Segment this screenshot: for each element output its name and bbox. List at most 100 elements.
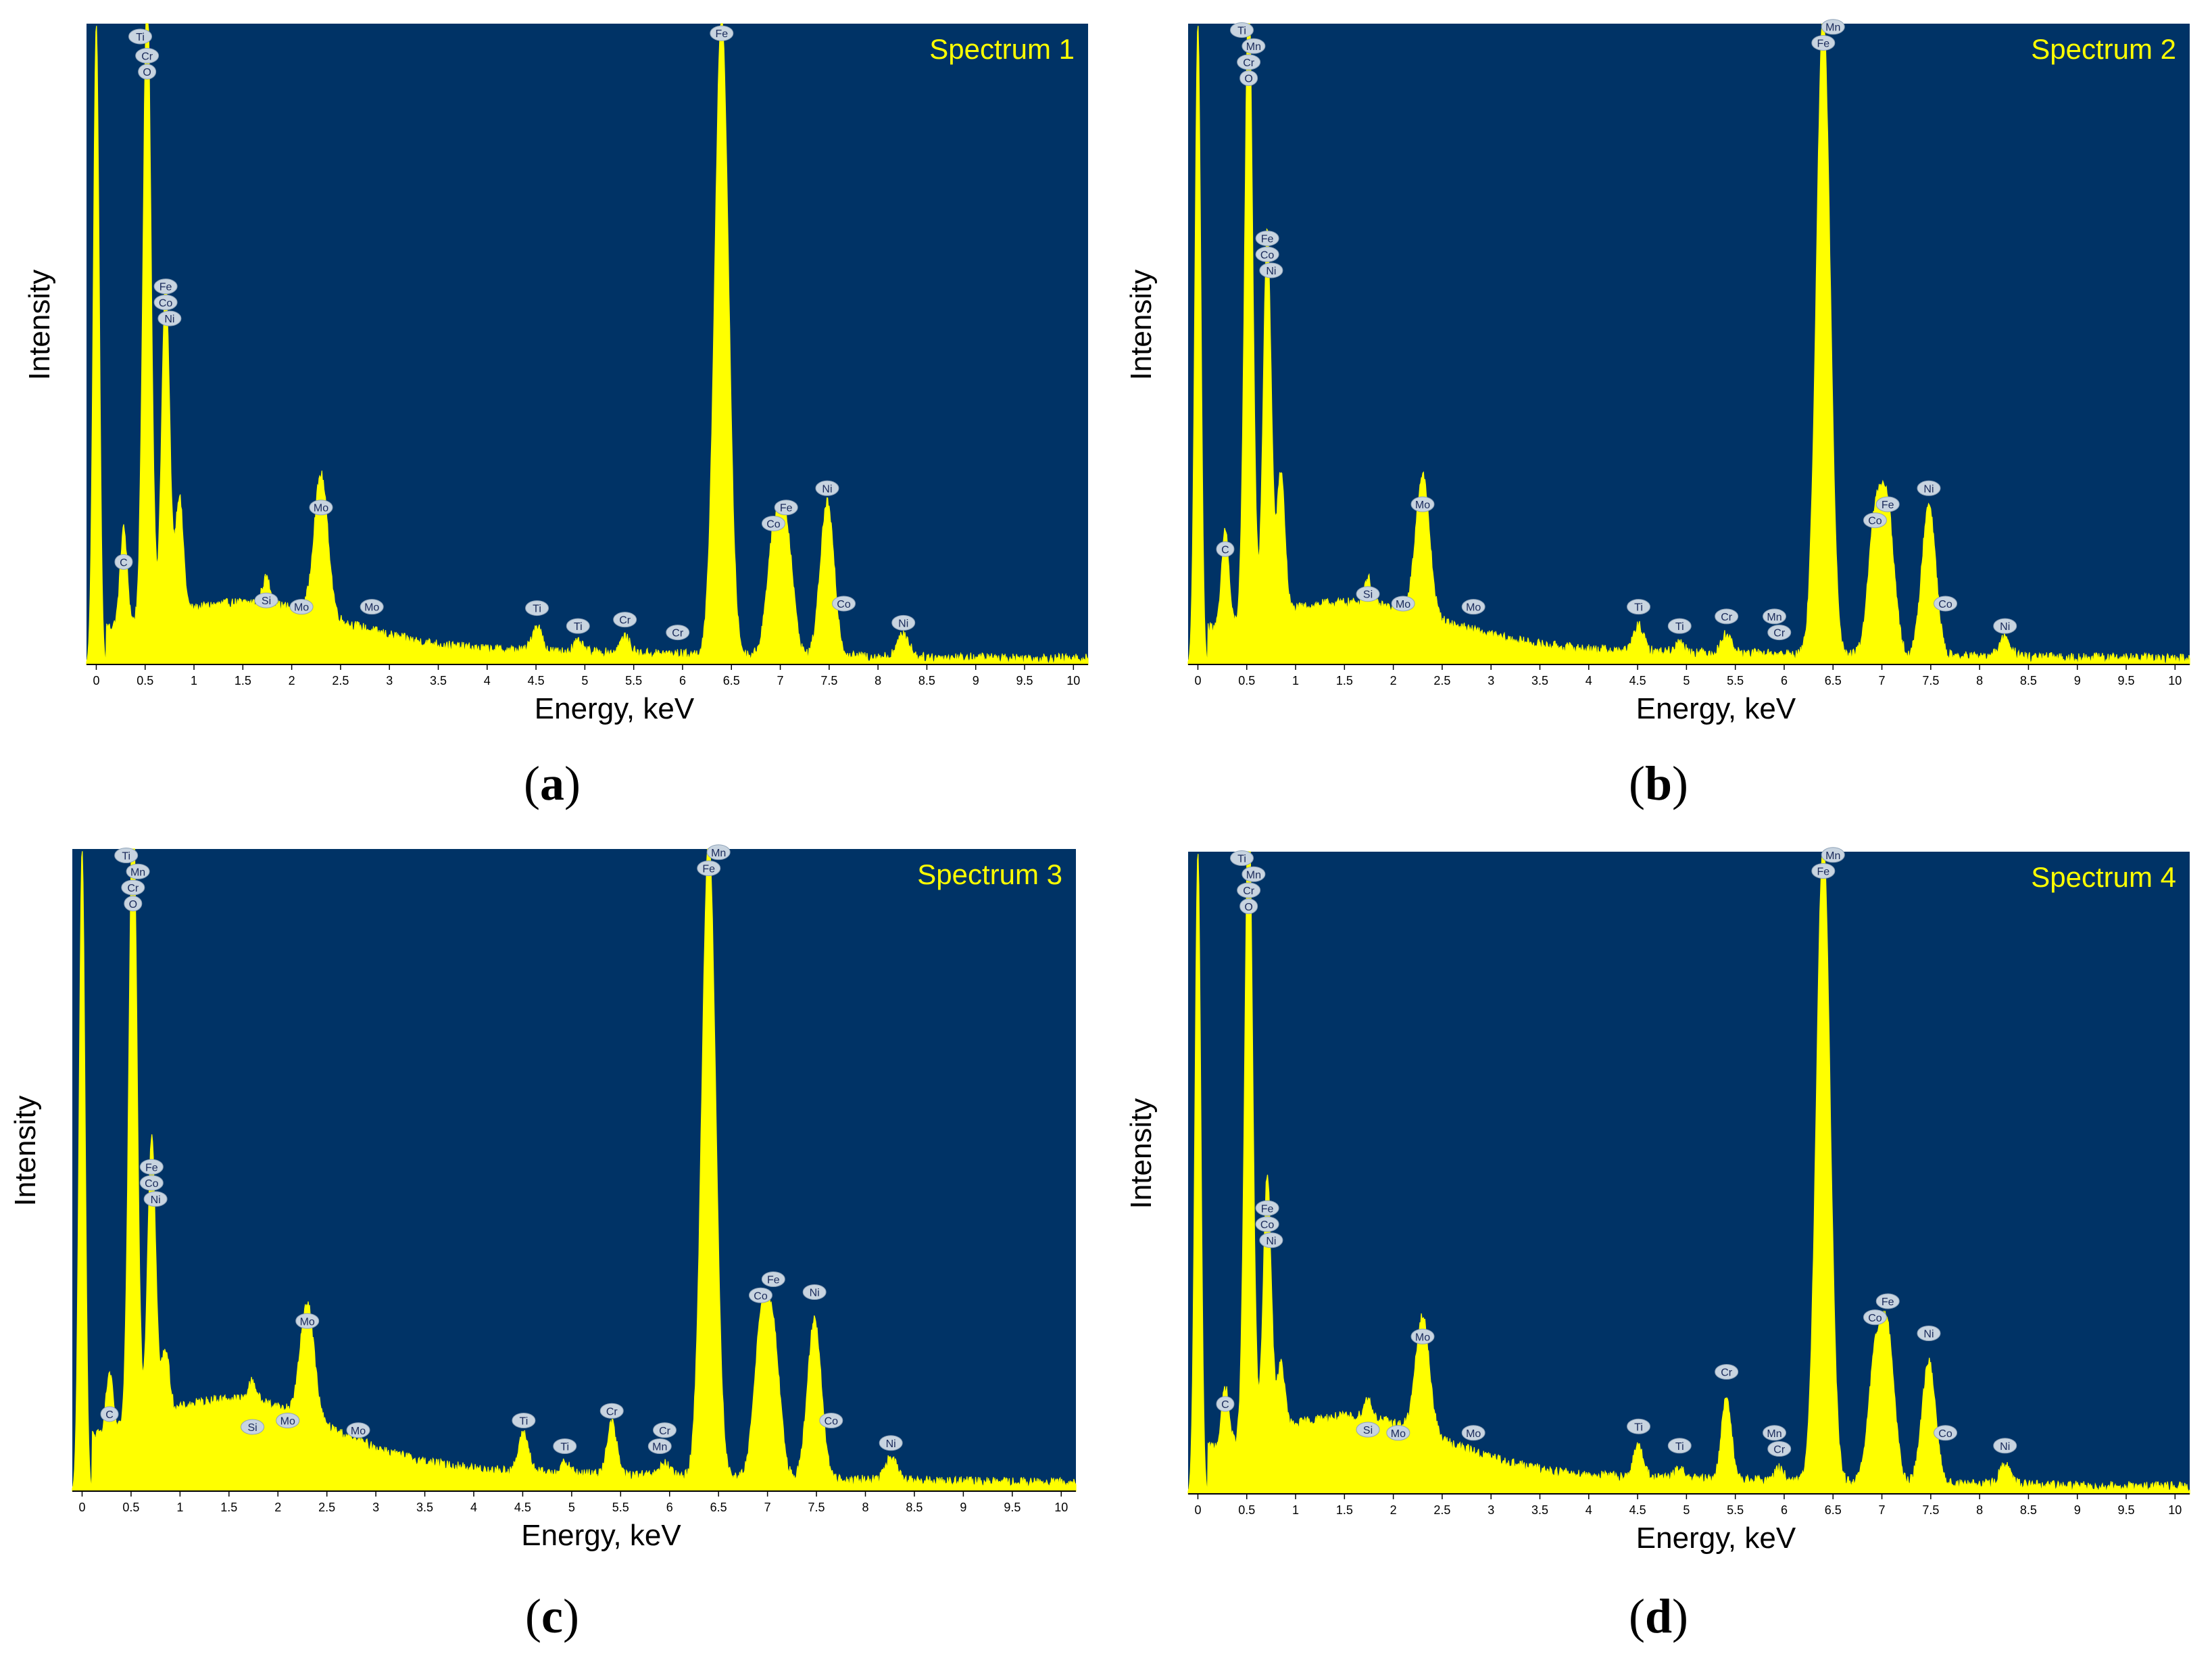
element-label-text: Co <box>1868 1313 1882 1324</box>
x-tick-label: 8.5 <box>2020 674 2037 687</box>
plot-area <box>1188 24 2190 664</box>
x-tick-label: 2.5 <box>1433 674 1450 687</box>
x-tick-label: 8 <box>1976 1503 1983 1517</box>
element-label: Fe <box>1811 34 1836 51</box>
element-label-text: Ni <box>1923 483 1934 495</box>
element-label: Ti <box>566 618 590 634</box>
element-label-text: Fe <box>1882 1296 1894 1308</box>
x-tick-label: 8 <box>1976 674 1983 687</box>
element-label-text: Ni <box>886 1438 896 1450</box>
element-label-text: Cr <box>141 51 153 62</box>
x-tick-label: 9.5 <box>1004 1501 1021 1514</box>
spectrum-area <box>1187 23 2190 665</box>
x-tick-label: 0.5 <box>122 1501 139 1514</box>
element-label: Fe <box>710 25 734 41</box>
element-label-text: Ti <box>1634 1422 1643 1433</box>
element-label-text: Ti <box>122 851 130 863</box>
spectrum-area <box>86 23 1089 665</box>
element-label: Si <box>1356 586 1380 602</box>
element-label-text: Ti <box>136 32 145 43</box>
x-tick-label: 6.5 <box>1825 1503 1842 1517</box>
element-label: Mo <box>295 1313 320 1329</box>
element-label-text: Ti <box>1237 25 1246 37</box>
x-tick-label: 5 <box>568 1501 575 1514</box>
element-label-text: Fe <box>702 864 715 875</box>
x-axis-label: Energy, keV <box>1636 692 1796 725</box>
plot-area <box>72 849 1076 1491</box>
element-label: Ti <box>553 1438 577 1454</box>
element-label-text: Cr <box>606 1406 618 1417</box>
x-axis-label: Energy, keV <box>521 1519 681 1552</box>
element-label-text: Mo <box>1415 1332 1430 1343</box>
element-label-text: Si <box>262 596 271 607</box>
element-label-text: Cr <box>659 1426 671 1437</box>
element-label-text: Mn <box>130 867 145 878</box>
element-label-text: Cr <box>127 883 139 894</box>
y-axis-label: Intensity <box>1125 1098 1158 1209</box>
element-label: Cr <box>1237 882 1261 898</box>
element-label-text: Ti <box>574 621 583 633</box>
x-tick-label: 2 <box>1390 674 1397 687</box>
element-label: Ti <box>1667 1438 1692 1454</box>
x-tick-label: 6 <box>1781 674 1788 687</box>
element-label: Mn <box>1821 19 1845 35</box>
element-label: Co <box>1934 1425 1958 1441</box>
x-axis-label: Energy, keV <box>1636 1522 1796 1555</box>
element-label-text: Co <box>1938 1428 1952 1440</box>
x-tick-label: 1 <box>1292 1503 1299 1517</box>
spectrum-title: Spectrum 1 <box>929 33 1075 65</box>
x-tick-label: 1 <box>1292 674 1299 687</box>
x-tick-label: 2 <box>274 1501 281 1514</box>
x-tick-label: 9.5 <box>2118 674 2135 687</box>
x-tick-label: 7.5 <box>1922 674 1939 687</box>
x-tick-label: 5.5 <box>1727 674 1744 687</box>
x-tick-label: 2 <box>1390 1503 1397 1517</box>
element-label: Co <box>1863 512 1887 529</box>
x-tick-label: 0 <box>93 674 99 687</box>
x-tick-label: 7.5 <box>808 1501 825 1514</box>
element-label: Mo <box>1461 599 1485 615</box>
element-label-text: Fe <box>1817 867 1829 878</box>
x-tick-label: 9 <box>2074 1503 2081 1517</box>
element-label: Mo <box>309 500 333 516</box>
element-label-text: Ti <box>1634 602 1643 614</box>
element-label: Co <box>1255 246 1279 262</box>
element-label-text: Mo <box>1415 500 1430 511</box>
element-label: Co <box>819 1413 843 1428</box>
x-tick-label: 6.5 <box>1825 674 1842 687</box>
element-label: Mo <box>346 1422 370 1438</box>
x-tick-label: 4 <box>470 1501 477 1514</box>
spectrum-area <box>1187 851 2190 1495</box>
element-label: O <box>1239 898 1258 915</box>
element-label-text: Co <box>825 1416 839 1428</box>
element-label-text: Mn <box>1246 41 1261 53</box>
element-label-text: Ni <box>2000 621 2010 633</box>
element-label-text: Mo <box>294 602 309 614</box>
x-tick-label: 1 <box>176 1501 183 1514</box>
element-label: Ni <box>891 614 916 631</box>
element-label: Fe <box>774 500 798 516</box>
element-label-text: Mn <box>711 848 726 859</box>
element-label-text: Mo <box>280 1416 295 1428</box>
x-tick-label: 8.5 <box>918 674 935 687</box>
x-tick-label: 5.5 <box>625 674 642 687</box>
x-tick-label: 4.5 <box>514 1501 531 1514</box>
x-tick-label: 3.5 <box>1531 1503 1548 1517</box>
element-label-text: Fe <box>1261 234 1274 245</box>
element-label-text: Si <box>247 1422 257 1434</box>
x-tick-label: 1.5 <box>1336 674 1353 687</box>
spectrum-title: Spectrum 4 <box>2031 861 2176 893</box>
x-tick-label: 1 <box>191 674 197 687</box>
element-label: Cr <box>1715 608 1739 625</box>
element-label: Ni <box>1917 480 1941 496</box>
element-label: Co <box>153 294 178 310</box>
element-label: Ni <box>879 1435 903 1451</box>
element-label-text: Mn <box>1246 869 1261 881</box>
element-label: Co <box>748 1287 772 1303</box>
x-tick-label: 0.5 <box>1238 1503 1255 1517</box>
element-label-text: Co <box>754 1290 768 1302</box>
element-label: Fe <box>1255 1200 1279 1216</box>
element-label: Ni <box>1993 1438 2017 1454</box>
